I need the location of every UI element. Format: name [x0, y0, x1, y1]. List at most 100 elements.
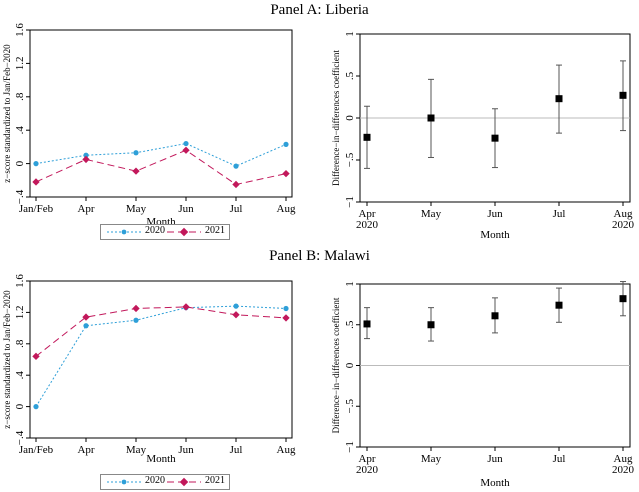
x-tick-label: 2020 — [612, 219, 635, 231]
x-tick-label: Aug — [277, 203, 296, 215]
y-axis-title: Difference−in−differences coefficient — [331, 297, 341, 433]
malawi-trend-chart: −.4 0 .4 .8 1.2 1.6 Jan/Feb Apr May Jun Jul Aug Mont… — [2, 274, 296, 465]
point-2020 — [33, 161, 39, 167]
plot-area — [29, 29, 293, 198]
x-tick-label: Aug — [277, 444, 296, 456]
point-2021 — [282, 314, 290, 322]
series-line-2021 — [35, 149, 287, 186]
point-2020 — [233, 163, 239, 169]
x-tick-label: Jul — [230, 444, 243, 456]
panel-a-legend: 2020 2021 — [100, 224, 230, 240]
x-tick-label: 2020 — [356, 464, 379, 476]
legend-2021-label: 2021 — [205, 475, 225, 486]
y-tick-label: −1 — [344, 196, 356, 208]
x-tick-label: May — [421, 453, 442, 465]
estimate-point — [427, 114, 435, 122]
y-tick-label: 0 — [344, 362, 356, 368]
y-tick-label: .5 — [344, 71, 356, 80]
legend-2020-label: 2020 — [145, 225, 165, 236]
plot-area — [29, 280, 293, 439]
estimate-point — [427, 321, 435, 329]
y-tick-label: −.5 — [344, 152, 356, 167]
estimate-point — [555, 95, 563, 103]
y-tick-label: 0 — [344, 115, 356, 121]
legend-2021-label: 2021 — [205, 225, 225, 236]
panel-b-legend: 2020 2021 — [100, 474, 230, 490]
y-tick-label: 1.2 — [14, 57, 26, 71]
x-tick-label: Apr — [358, 208, 375, 220]
y-tick-label: −.4 — [14, 189, 26, 204]
x-tick-label: Jan/Feb — [19, 444, 54, 456]
panel-b-title: Panel B: Malawi — [269, 248, 370, 264]
y-tick-label: 1 — [344, 281, 356, 287]
x-axis-title: Month — [480, 477, 510, 489]
legend-2021-swatch — [167, 477, 201, 487]
x-tick-label: Aug — [614, 208, 633, 220]
y-tick-label: 1.2 — [14, 306, 26, 320]
y-tick-label: −.4 — [14, 430, 26, 445]
series-line-2021 — [35, 306, 287, 357]
estimate-point — [491, 312, 499, 320]
estimate-point — [619, 295, 627, 303]
x-tick-label: Apr — [358, 453, 375, 465]
x-tick-label: Apr — [77, 444, 94, 456]
point-2021 — [232, 180, 240, 189]
x-tick-label: May — [126, 203, 147, 215]
point-2020 — [83, 152, 89, 158]
x-tick-label: Jun — [487, 453, 503, 465]
y-tick-label: 1 — [344, 31, 356, 37]
x-tick-label: Jul — [553, 208, 566, 220]
y-tick-label: .5 — [344, 320, 356, 329]
legend-2020-swatch — [107, 479, 141, 485]
point-2021 — [182, 146, 190, 154]
point-2020 — [233, 303, 239, 309]
estimate-point — [555, 301, 563, 309]
point-2021 — [132, 167, 140, 175]
point-2020 — [33, 404, 39, 410]
x-tick-label: 2020 — [612, 464, 635, 476]
y-axis-title: z−score standardized to Jan/Feb−2020 — [2, 44, 12, 183]
y-tick-label: −1 — [344, 441, 356, 453]
panel-a-title: Panel A: Liberia — [270, 2, 369, 18]
point-2020 — [83, 323, 89, 329]
y-tick-label: 0 — [14, 160, 26, 166]
y-tick-label: 1.6 — [14, 23, 26, 37]
x-tick-label: Jun — [487, 208, 503, 220]
point-2021 — [82, 155, 90, 164]
estimate-point — [619, 91, 627, 99]
y-tick-label: .8 — [14, 339, 26, 348]
point-2020 — [183, 140, 189, 147]
x-tick-label: Jun — [178, 444, 194, 456]
x-tick-label: Aug — [614, 453, 633, 465]
x-tick-label: Jul — [230, 203, 243, 215]
y-tick-label: .4 — [14, 371, 26, 380]
y-axis-title: Difference−in−differences coefficient — [331, 50, 341, 186]
y-tick-label: .8 — [14, 92, 26, 101]
legend-2021-swatch — [167, 227, 201, 237]
x-tick-label: Jan/Feb — [19, 203, 54, 215]
point-2021 — [182, 303, 190, 311]
x-tick-label: May — [421, 208, 442, 220]
legend-2020-label: 2020 — [145, 475, 165, 486]
x-tick-label: Jul — [553, 453, 566, 465]
point-2020 — [133, 150, 139, 156]
legend-2020-swatch — [107, 229, 141, 235]
estimate-point — [363, 133, 371, 141]
y-tick-label: −.5 — [344, 399, 356, 414]
y-tick-label: .4 — [14, 126, 26, 135]
x-tick-label: 2020 — [356, 219, 379, 231]
estimate-point — [491, 134, 499, 142]
point-2020 — [283, 141, 289, 147]
point-2020 — [283, 305, 289, 312]
x-tick-label: Jun — [178, 203, 194, 215]
point-2020 — [133, 317, 139, 323]
y-axis-title: z−score standardized to Jan/Feb−2020 — [2, 290, 12, 429]
y-tick-label: 1.6 — [14, 274, 26, 288]
x-tick-label: Apr — [77, 203, 94, 215]
x-tick-label: May — [126, 444, 147, 456]
y-tick-label: 0 — [14, 403, 26, 409]
x-axis-title: Month — [146, 453, 176, 465]
